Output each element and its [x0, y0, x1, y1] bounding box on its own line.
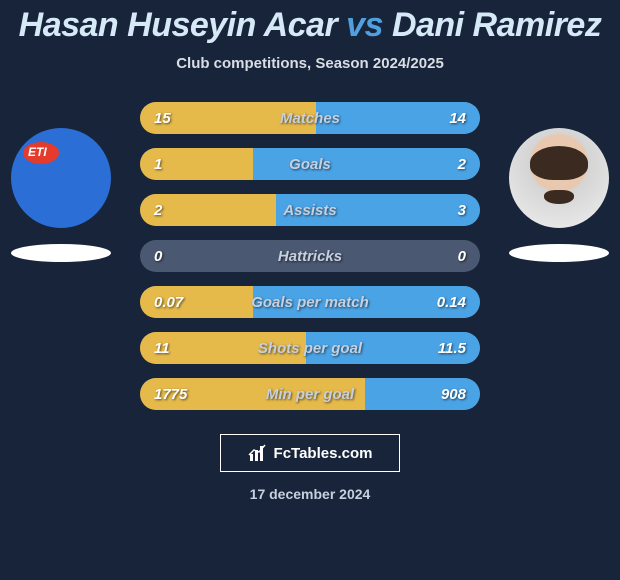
stat-label: Hattricks [278, 248, 342, 265]
content-area: 15 14 Matches 1 2 Goals 2 3 Assists 0 0 Hattricks 0.… [0, 102, 620, 410]
player2-avatar [509, 128, 609, 228]
stat-bar: 0.07 0.14 Goals per match [140, 286, 480, 318]
stat-value-left: 0.07 [154, 294, 183, 311]
stat-value-right: 11.5 [438, 340, 466, 357]
stat-bar: 15 14 Matches [140, 102, 480, 134]
player1-avatar-wrap [6, 128, 116, 262]
avatar-shadow [11, 244, 111, 262]
stat-label: Shots per goal [258, 340, 362, 357]
stat-value-right: 2 [458, 156, 466, 173]
stat-label: Min per goal [266, 386, 354, 403]
bar-fill-right [253, 148, 480, 180]
stat-value-left: 0 [154, 248, 162, 265]
stat-bar: 1775 908 Min per goal [140, 378, 480, 410]
avatar-shadow [509, 244, 609, 262]
stat-bars: 15 14 Matches 1 2 Goals 2 3 Assists 0 0 Hattricks 0.… [140, 102, 480, 410]
stat-label: Matches [280, 110, 340, 127]
stat-value-left: 11 [154, 340, 170, 357]
stat-value-left: 1 [154, 156, 162, 173]
stat-label: Goals per match [251, 294, 369, 311]
stat-value-left: 1775 [154, 386, 187, 403]
player2-name: Dani Ramirez [392, 6, 601, 44]
stat-label: Goals [289, 156, 331, 173]
stat-bar: 2 3 Assists [140, 194, 480, 226]
stat-value-right: 908 [441, 386, 466, 403]
player1-name: Hasan Huseyin Acar [19, 6, 338, 44]
player1-avatar [11, 128, 111, 228]
stat-value-left: 2 [154, 202, 162, 219]
stat-value-right: 3 [458, 202, 466, 219]
stat-value-right: 0 [458, 248, 466, 265]
stat-value-left: 15 [154, 110, 171, 127]
brand-logo: FcTables.com [220, 434, 400, 472]
stat-label: Assists [283, 202, 336, 219]
page-title: Hasan Huseyin Acar vs Dani Ramirez [0, 0, 620, 45]
stat-value-right: 0.14 [437, 294, 466, 311]
title-vs: vs [346, 6, 383, 44]
subtitle: Club competitions, Season 2024/2025 [0, 55, 620, 72]
brand-text: FcTables.com [274, 445, 373, 462]
comparison-infographic: Hasan Huseyin Acar vs Dani Ramirez Club … [0, 0, 620, 580]
chart-icon [248, 443, 268, 463]
stat-bar: 0 0 Hattricks [140, 240, 480, 272]
player2-avatar-wrap [504, 128, 614, 262]
date-text: 17 december 2024 [0, 486, 620, 502]
stat-bar: 1 2 Goals [140, 148, 480, 180]
stat-value-right: 14 [449, 110, 466, 127]
stat-bar: 11 11.5 Shots per goal [140, 332, 480, 364]
